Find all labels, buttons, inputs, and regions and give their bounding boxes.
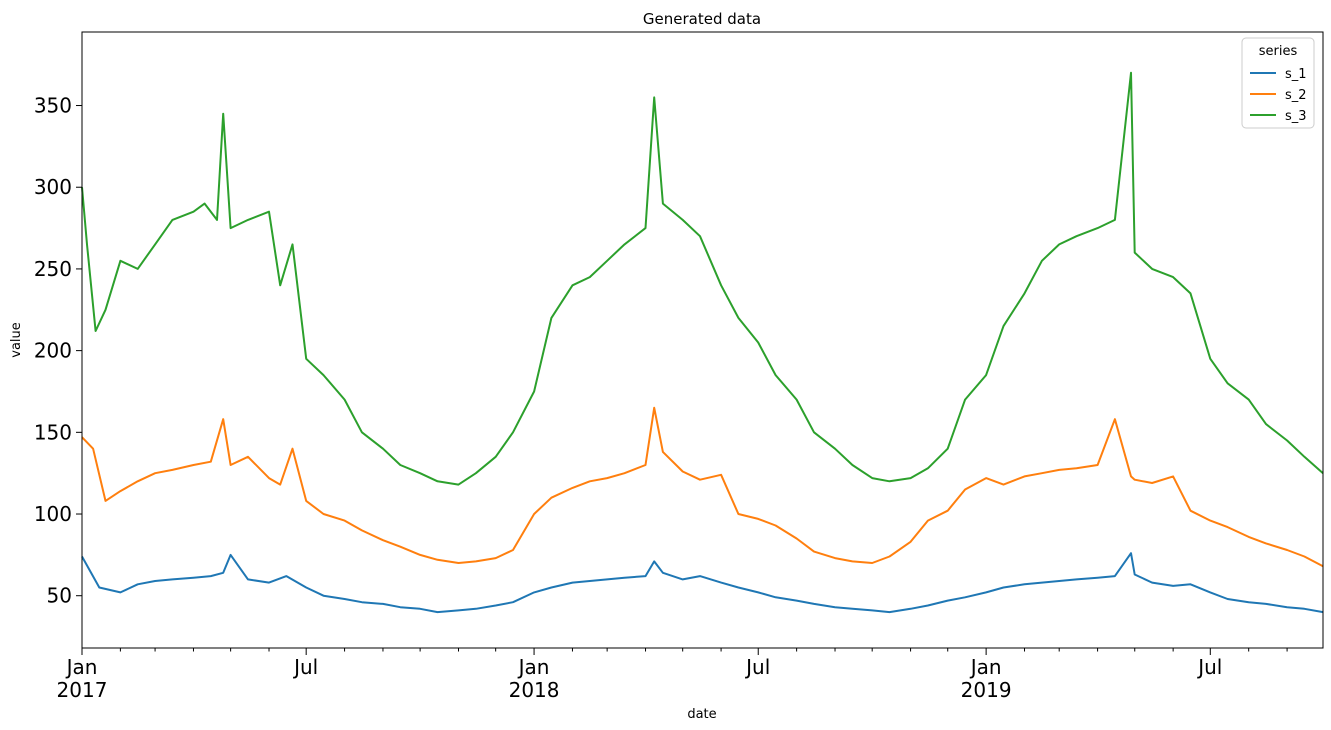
series-line-s_2 xyxy=(81,406,1324,568)
series-s_2 xyxy=(81,406,1324,568)
y-tick-label: 350 xyxy=(34,94,72,118)
plot-area xyxy=(81,31,1324,649)
x-tick-label: Jul xyxy=(292,655,318,679)
series-line-s_3 xyxy=(81,71,1324,486)
x-tick-label: Jan xyxy=(969,655,1002,679)
y-tick-label: 50 xyxy=(47,584,72,608)
series-line-s_1 xyxy=(81,552,1324,614)
x-tick-label: Jan xyxy=(65,655,98,679)
x-tick-year-label: 2017 xyxy=(57,678,108,702)
legend-label-s_2: s_2 xyxy=(1285,88,1307,103)
x-tick-year-label: 2019 xyxy=(961,678,1012,702)
x-tick-label: Jul xyxy=(1196,655,1222,679)
legend: series s_1 s_2 s_3 xyxy=(1241,37,1315,129)
legend-label-s_3: s_3 xyxy=(1285,109,1307,124)
y-axis-label: value xyxy=(9,322,24,358)
plot-frame xyxy=(81,31,1324,649)
y-tick-label: 100 xyxy=(34,502,72,526)
y-tick-label: 150 xyxy=(34,420,72,444)
x-tick-label: Jan xyxy=(517,655,550,679)
legend-box xyxy=(1241,37,1315,129)
legend-items: s_1 s_2 s_3 xyxy=(1250,67,1307,124)
series-s_1 xyxy=(81,552,1324,614)
series-layer xyxy=(81,71,1324,614)
x-tick-year-label: 2018 xyxy=(509,678,560,702)
y-axis: 50 100 150 200 250 300 350 xyxy=(34,94,82,608)
legend-label-s_1: s_1 xyxy=(1285,67,1307,82)
x-axis-label: date xyxy=(687,707,716,722)
series-s_3 xyxy=(81,71,1324,486)
y-tick-label: 300 xyxy=(34,175,72,199)
y-tick-label: 250 xyxy=(34,257,72,281)
chart-title: Generated data xyxy=(643,10,761,28)
y-tick-label: 200 xyxy=(34,339,72,363)
x-tick-label: Jul xyxy=(744,655,770,679)
legend-title: series xyxy=(1259,44,1298,59)
